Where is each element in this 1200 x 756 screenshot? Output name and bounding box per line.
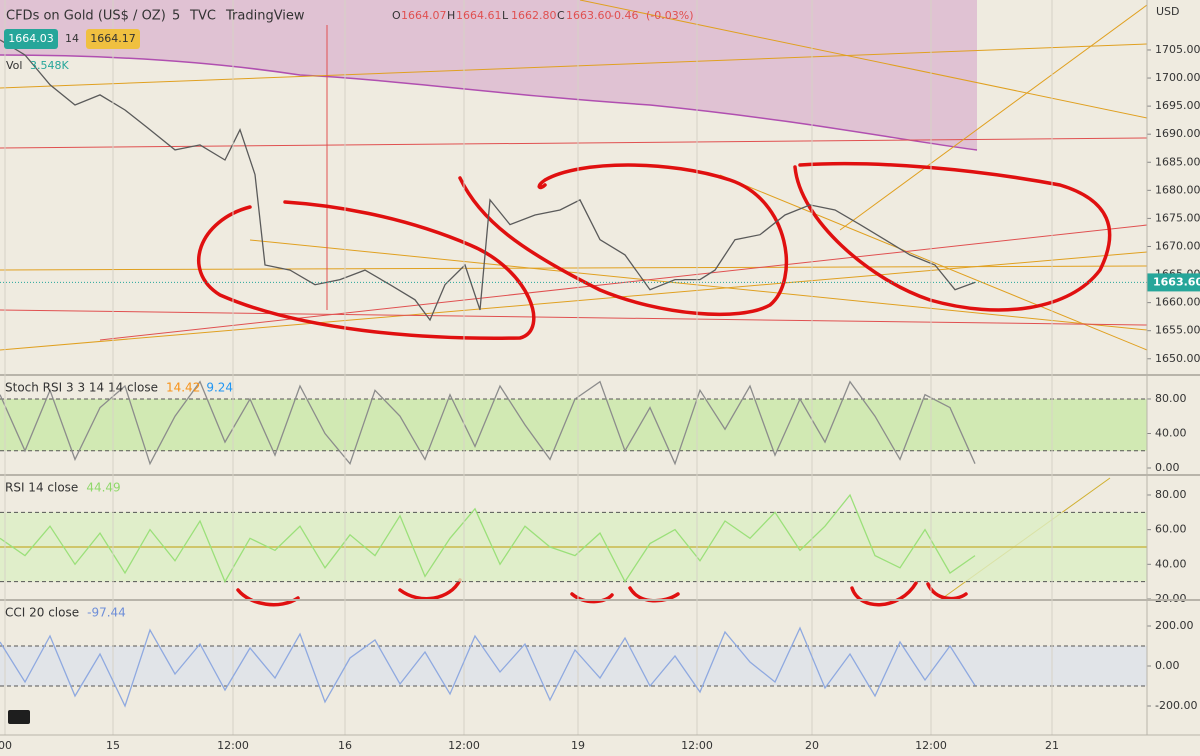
source: TVC [189, 9, 216, 24]
interval: 5 [172, 9, 180, 24]
y-tick-label: 80.00 [1155, 392, 1187, 405]
y-tick-label: 40.00 [1155, 557, 1187, 570]
y-tick-label: 1695.00 [1155, 99, 1200, 112]
symbol: CFDs on Gold (US$ / OZ) [6, 9, 166, 24]
ohlc-label: C [557, 9, 565, 22]
tv-logo [8, 710, 30, 724]
ohlc-value: 1664.07 [401, 9, 447, 22]
ohlc-value: 1664.61 [456, 9, 502, 22]
y-tick-label: -200.00 [1155, 699, 1197, 712]
freehand-arc [926, 582, 968, 601]
y-tick-label: 20.00 [1155, 592, 1187, 605]
indicator-value: 44.49 [86, 481, 120, 495]
x-tick-label: 12:00 [681, 739, 713, 752]
ohlc-label: L [502, 9, 509, 22]
indicator-value: 14.42 [166, 381, 200, 395]
y-tick-label: 1690.00 [1155, 127, 1200, 140]
bid[interactable]: 1664.03 [8, 32, 54, 45]
freehand-arc [570, 592, 614, 604]
indicator-title: CCI 20 close [5, 606, 79, 620]
y-tick-label: 1660.00 [1155, 296, 1200, 309]
y-tick-label: 1675.00 [1155, 211, 1200, 224]
logo [8, 710, 30, 724]
ask-box[interactable] [86, 29, 140, 49]
freehand-arc [398, 578, 462, 601]
last-price-box [1147, 273, 1200, 292]
volume-label: Vol [6, 59, 22, 72]
y-tick-label: 200.00 [1155, 619, 1194, 632]
vwap-line [0, 54, 978, 151]
bid-box[interactable] [4, 29, 58, 49]
y-tick-label: 40.00 [1155, 426, 1187, 439]
indicator-title: Stoch RSI 3 3 14 14 close [5, 381, 158, 395]
spread: 14 [65, 32, 79, 45]
y-tick-label: 60.00 [1155, 523, 1187, 536]
y-tick-label: 1670.00 [1155, 239, 1200, 252]
series-line [0, 39, 976, 322]
ohlc-value: 1663.60 [566, 9, 612, 22]
indicator-value: -97.44 [87, 606, 126, 620]
y-tick-label: 1680.00 [1155, 183, 1200, 196]
trend-line [249, 239, 1148, 331]
freehand-ellipse [197, 200, 536, 340]
indicator-title: RSI 14 close [5, 481, 78, 495]
y-tick-label: 1705.00 [1155, 43, 1200, 56]
last-price-label: 1663.60 [1153, 275, 1200, 288]
series-line [0, 626, 976, 708]
trend-line [0, 251, 1148, 351]
trend-line [0, 309, 1148, 326]
ask[interactable]: 1664.17 [90, 32, 136, 45]
volume: 3.548K [30, 59, 69, 72]
trend-line [839, 4, 1148, 231]
y-tick-label: 0.00 [1155, 659, 1180, 672]
x-tick-label: 20 [805, 739, 819, 752]
x-tick-label: 15 [106, 739, 120, 752]
x-tick-label: 21 [1045, 739, 1059, 752]
indicator-value: 9.24 [206, 381, 233, 395]
freehand-ellipse [793, 161, 1112, 312]
band [0, 398, 1147, 451]
x-tick-label: 16 [338, 739, 352, 752]
vwap-band [0, 0, 977, 150]
y-tick-label: 0.00 [1155, 461, 1180, 474]
brand: TradingView [225, 9, 305, 24]
freehand-arc [850, 581, 918, 607]
y-tick-label: 1655.00 [1155, 324, 1200, 337]
x-tick-label: 12:00 [448, 739, 480, 752]
change-pct: (-0.03%) [646, 9, 694, 22]
ohlc: O 1664.07 H 1664.61 L 1662.80 C 1663.60 [392, 9, 612, 22]
trend-line [0, 43, 1148, 89]
y-tick-label: 1685.00 [1155, 155, 1200, 168]
y-tick-label: 80.00 [1155, 488, 1187, 501]
freehand-ellipse [458, 163, 789, 317]
currency: USD [1156, 5, 1180, 18]
ohlc-label: H [447, 9, 455, 22]
x-tick-label: 19 [571, 739, 585, 752]
x-tick-label: 00 [0, 739, 12, 752]
trend-line [0, 265, 1148, 271]
y-tick-label: 1700.00 [1155, 71, 1200, 84]
change: -0.46 [610, 9, 638, 22]
trend-line [99, 224, 1148, 341]
ohlc-label: O [392, 9, 401, 22]
x-tick-label: 12:00 [217, 739, 249, 752]
x-tick-label: 12:00 [915, 739, 947, 752]
trend-line [719, 174, 1148, 351]
y-tick-label: 1650.00 [1155, 352, 1200, 365]
ohlc-value: 1662.80 [511, 9, 557, 22]
